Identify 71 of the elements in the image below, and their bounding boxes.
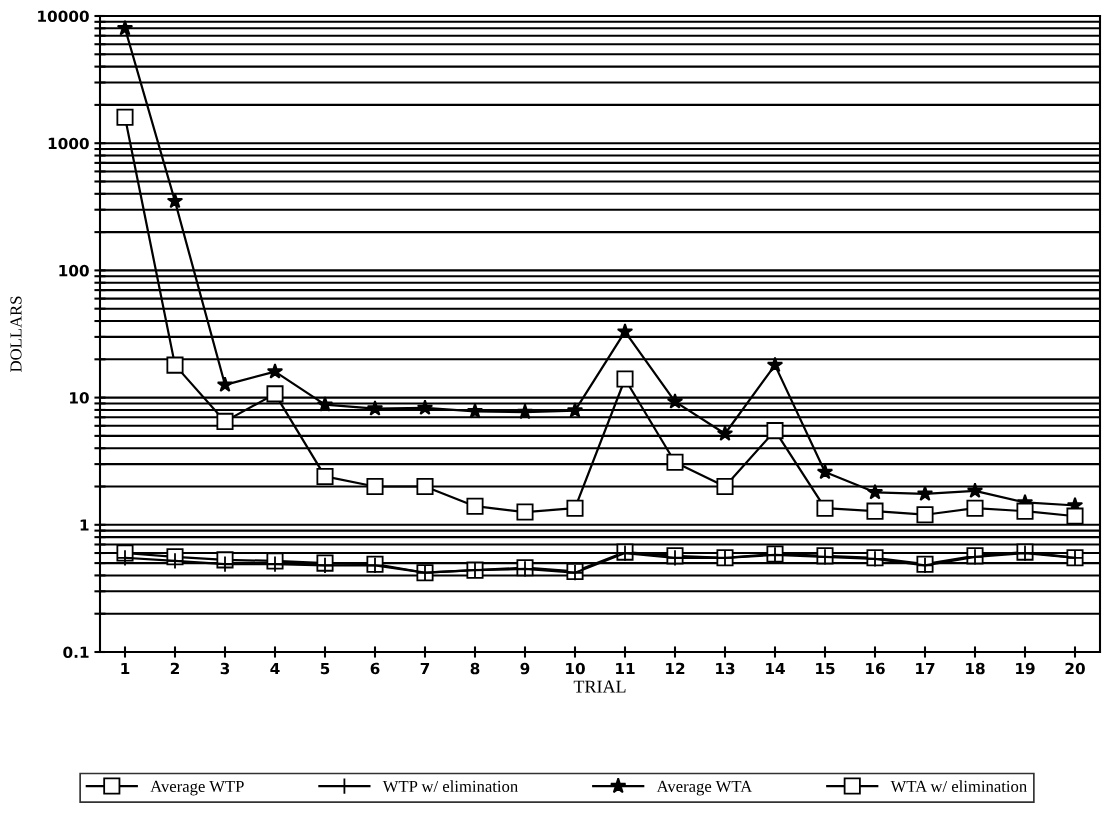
- point: [966, 499, 984, 517]
- y-tick-label: 100: [59, 264, 89, 277]
- point: [1066, 507, 1084, 525]
- point: [966, 482, 984, 498]
- point: [466, 402, 484, 419]
- point: [216, 376, 234, 392]
- y-tick-label: 10: [70, 392, 89, 404]
- point: [916, 485, 934, 501]
- point: [366, 477, 384, 496]
- x-tick-label: 7: [420, 662, 430, 675]
- point: [566, 499, 584, 517]
- point: [666, 393, 684, 409]
- point: [166, 192, 184, 209]
- point: [616, 323, 634, 339]
- point: [916, 506, 934, 524]
- point: [816, 499, 834, 517]
- y-tick-label: 1000: [48, 137, 89, 150]
- point: [416, 477, 434, 496]
- x-tick-label: 6: [370, 662, 380, 675]
- legend-label: Average WTP: [150, 780, 244, 796]
- point: [866, 502, 884, 520]
- y-tick-label: 10000: [38, 10, 89, 23]
- point: [816, 463, 834, 480]
- point: [716, 425, 734, 441]
- x-tick-label: 9: [520, 662, 530, 675]
- x-tick-label: 12: [666, 662, 685, 675]
- x-tick-label: 19: [1016, 662, 1035, 675]
- legend-label: WTP w/ elimination: [382, 780, 518, 793]
- point: [116, 19, 134, 36]
- point: [1016, 502, 1034, 520]
- point: [216, 412, 234, 430]
- x-tick-label: 4: [270, 662, 280, 675]
- x-tick-label: 2: [170, 662, 179, 675]
- x-tick-label: 1: [121, 662, 130, 675]
- x-tick-label: 3: [220, 662, 230, 675]
- point: [566, 402, 584, 418]
- point: [516, 403, 534, 420]
- legend-label: Average WTA: [656, 780, 753, 796]
- x-tick-label: 10: [566, 662, 585, 675]
- point: [166, 552, 184, 570]
- point: [366, 400, 384, 416]
- x-tick-label: 15: [816, 662, 835, 675]
- point: [266, 363, 284, 379]
- point: [866, 483, 884, 500]
- point: [116, 108, 134, 126]
- x-tick-label: 18: [966, 662, 985, 675]
- legend-label: WTA w/ elimination: [890, 780, 1027, 793]
- point: [616, 370, 634, 388]
- point: [166, 356, 184, 374]
- point: [266, 385, 284, 403]
- point: [316, 396, 334, 412]
- x-tick-label: 16: [866, 662, 885, 675]
- y-tick-label: 0.1: [63, 646, 89, 659]
- y-tick-label: 1: [80, 519, 89, 531]
- x-tick-label: 17: [916, 662, 935, 675]
- x-tick-label: 13: [716, 662, 735, 675]
- point: [716, 477, 734, 496]
- y-axis-title: DOLLARS: [10, 296, 22, 372]
- x-axis-title: TRIAL: [573, 680, 626, 693]
- x-tick-label: 20: [1065, 662, 1085, 675]
- x-tick-label: 8: [470, 662, 480, 675]
- point: [766, 422, 784, 440]
- x-tick-label: 11: [616, 662, 635, 675]
- point: [666, 453, 684, 471]
- point: [416, 399, 434, 415]
- point: [766, 356, 784, 373]
- point: [466, 497, 484, 515]
- x-tick-label: 14: [766, 662, 785, 675]
- point: [516, 503, 534, 521]
- x-tick-label: 5: [320, 662, 330, 675]
- point: [316, 467, 334, 485]
